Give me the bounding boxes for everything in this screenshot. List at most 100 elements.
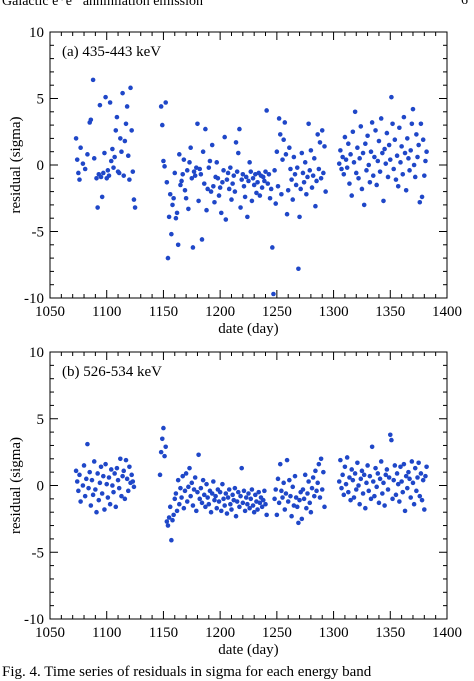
data-point: [182, 488, 188, 494]
data-point: [400, 489, 406, 495]
data-point: [308, 148, 314, 153]
data-point: [363, 505, 368, 511]
data-point: [309, 185, 315, 190]
data-point: [408, 148, 414, 153]
data-point: [394, 471, 400, 476]
data-point: [356, 176, 361, 181]
data-point: [386, 475, 392, 480]
data-point: [382, 146, 387, 152]
data-point: [277, 461, 283, 467]
x-tick-label: 1350: [375, 625, 405, 641]
data-point: [220, 481, 225, 487]
data-point: [282, 507, 288, 512]
data-point: [310, 475, 316, 480]
data-point: [214, 505, 220, 511]
data-point: [99, 491, 105, 496]
data-point: [158, 104, 164, 109]
data-point: [122, 496, 128, 502]
data-point: [246, 491, 251, 496]
data-point: [120, 90, 125, 96]
data-point: [420, 137, 426, 143]
data-point: [419, 194, 425, 200]
data-point: [107, 501, 113, 507]
data-point: [181, 505, 187, 511]
data-point: [130, 479, 136, 484]
data-point: [77, 177, 82, 182]
data-point: [97, 480, 103, 486]
data-point: [198, 485, 204, 491]
data-point: [273, 487, 279, 492]
data-point: [130, 169, 136, 174]
data-point: [288, 166, 293, 172]
data-point: [259, 504, 265, 510]
data-point: [223, 491, 229, 496]
data-point: [381, 198, 386, 204]
data-point: [248, 496, 254, 502]
data-point: [197, 496, 203, 502]
data-point: [287, 477, 292, 483]
x-tick-label: 1300: [319, 304, 349, 320]
data-point: [359, 186, 365, 192]
data-point: [405, 136, 410, 141]
data-point: [163, 444, 168, 450]
y-axis-label: residual (sigma): [8, 437, 24, 534]
data-point: [200, 149, 206, 154]
data-point: [267, 195, 273, 201]
data-point: [407, 168, 412, 173]
data-point: [343, 481, 349, 487]
data-point: [322, 144, 327, 149]
x-tick-label: 1350: [375, 304, 405, 320]
data-point: [423, 473, 428, 479]
data-point: [253, 492, 258, 498]
data-point: [80, 483, 86, 488]
data-point: [97, 102, 103, 108]
data-point: [204, 481, 209, 487]
data-point: [279, 488, 284, 494]
data-point: [220, 179, 225, 185]
data-point: [280, 495, 285, 500]
data-point: [222, 503, 227, 508]
data-point: [110, 146, 115, 152]
data-point: [159, 122, 165, 128]
data-point: [205, 186, 210, 192]
data-point: [422, 173, 427, 178]
data-point: [245, 214, 250, 220]
data-point: [213, 493, 218, 499]
data-point: [225, 495, 231, 500]
data-point: [242, 508, 248, 514]
data-point: [273, 201, 279, 206]
data-point: [406, 156, 411, 161]
data-point: [119, 493, 124, 499]
data-point: [296, 266, 301, 272]
data-point: [254, 190, 259, 196]
data-point: [179, 495, 184, 500]
data-point: [221, 496, 226, 502]
data-point: [115, 477, 121, 483]
data-point: [162, 164, 167, 169]
data-point: [275, 183, 281, 189]
data-point: [237, 504, 242, 510]
data-point: [195, 121, 200, 127]
data-point: [94, 176, 99, 181]
data-point: [164, 179, 170, 185]
data-point: [76, 488, 81, 494]
data-point: [174, 210, 180, 216]
data-point: [284, 211, 290, 217]
data-point: [203, 126, 208, 132]
data-point: [199, 237, 205, 242]
data-point: [241, 183, 247, 189]
data-point: [399, 479, 404, 484]
y-tick-label: 0: [37, 479, 45, 495]
data-point: [412, 174, 418, 180]
data-point: [238, 493, 243, 499]
data-point: [417, 199, 423, 205]
data-point: [80, 161, 86, 166]
data-point: [369, 444, 375, 450]
data-point: [77, 472, 82, 478]
data-point: [167, 191, 173, 197]
data-point: [306, 121, 311, 127]
x-tick-label: 1200: [205, 625, 235, 641]
data-point: [357, 156, 362, 161]
data-point: [98, 174, 104, 180]
